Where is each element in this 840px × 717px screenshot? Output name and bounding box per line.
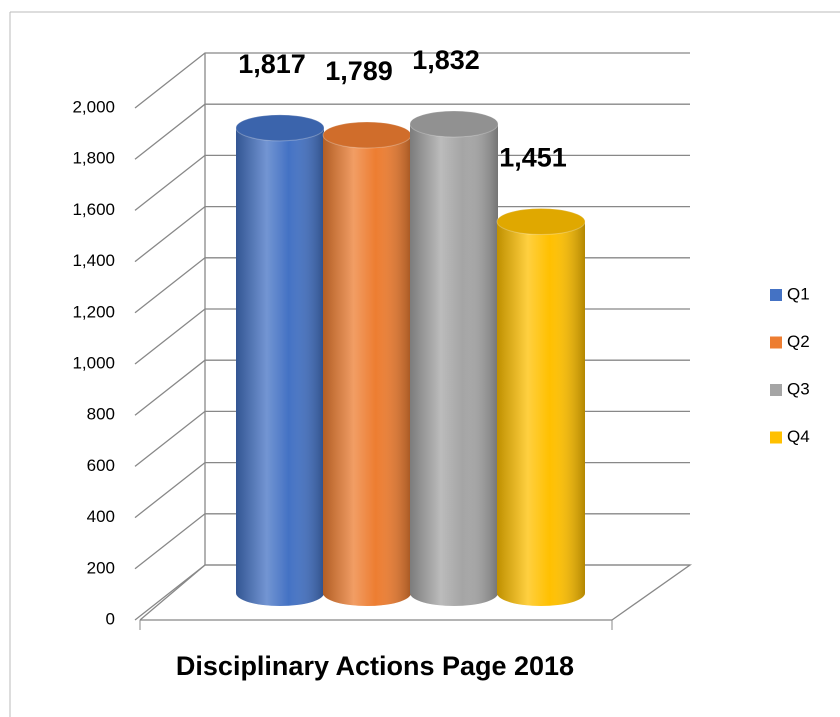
data-label: 1,832 xyxy=(412,45,480,75)
cylinder-top xyxy=(496,208,586,236)
cylinder xyxy=(496,208,586,606)
cylinder-top-shade xyxy=(236,114,324,141)
y-tick-label: 1,800 xyxy=(72,149,115,168)
data-label: 1,451 xyxy=(499,143,567,173)
legend-label: Q4 xyxy=(787,427,810,446)
chart-title: Disciplinary Actions Page 2018 xyxy=(176,651,574,681)
cylinder-top xyxy=(235,114,325,142)
y-tick-label: 800 xyxy=(87,405,115,424)
data-label: 1,817 xyxy=(238,49,306,79)
grid-line xyxy=(134,154,690,211)
bar-shade xyxy=(497,221,585,593)
y-tick-label: 600 xyxy=(87,456,115,475)
bar-shade xyxy=(410,124,498,594)
bar-shade xyxy=(236,127,324,594)
y-tick-label: 400 xyxy=(87,507,115,526)
cylinder xyxy=(322,121,412,606)
legend-swatch xyxy=(770,289,782,301)
y-tick-label: 200 xyxy=(87,558,115,577)
grid-line xyxy=(134,103,690,160)
cylinder-top-shade xyxy=(410,111,498,138)
y-tick-label: 2,000 xyxy=(72,97,115,116)
cylinder-top xyxy=(409,110,499,138)
cylinder xyxy=(235,114,325,606)
data-label: 1,789 xyxy=(325,56,393,86)
y-tick-label: 0 xyxy=(106,609,115,628)
cylinder-top-shade xyxy=(323,122,411,149)
bar-shade xyxy=(323,135,411,594)
cylinder-top-shade xyxy=(497,208,585,235)
legend-swatch xyxy=(770,336,782,349)
y-tick-label: 1,000 xyxy=(72,353,115,372)
legend-label: Q2 xyxy=(787,332,810,351)
grid-line xyxy=(134,52,690,109)
y-tick-label: 1,600 xyxy=(72,200,115,219)
y-tick-label: 1,200 xyxy=(72,302,115,321)
legend-swatch xyxy=(770,384,782,396)
cylinder xyxy=(409,110,499,606)
legend-swatch xyxy=(770,431,782,444)
legend-label: Q1 xyxy=(787,284,810,303)
legend-label: Q3 xyxy=(787,379,810,398)
grid-line xyxy=(134,205,690,263)
y-tick-label: 1,400 xyxy=(72,251,115,270)
